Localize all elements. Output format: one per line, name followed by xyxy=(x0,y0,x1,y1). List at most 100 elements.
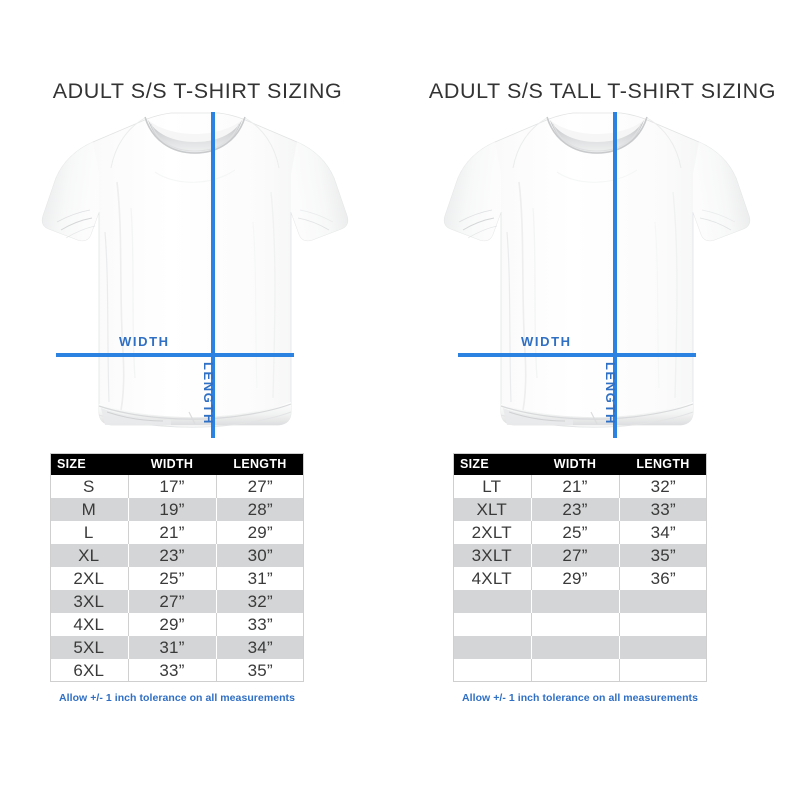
table-row xyxy=(453,590,707,613)
cell-size: XL xyxy=(50,544,129,567)
cell-width: 27” xyxy=(531,544,620,567)
cell-length: 33” xyxy=(216,613,304,636)
table-header-row: SIZE WIDTH LENGTH xyxy=(453,453,707,475)
cell-size: S xyxy=(50,475,129,498)
tolerance-note: Allow +/- 1 inch tolerance on all measur… xyxy=(462,692,698,704)
cell-width xyxy=(531,613,620,636)
size-table-body: LT 21” 32” XLT 23” 33” 2XLT 25” 34” 3XLT 27” 35” 4XL… xyxy=(453,475,707,682)
cell-size: M xyxy=(50,498,129,521)
cell-width: 29” xyxy=(128,613,217,636)
table-row: XL 23” 30” xyxy=(50,544,304,567)
page-title-adult-ss-tall: ADULT S/S TALL T-SHIRT SIZING xyxy=(428,79,777,103)
cell-width: 27” xyxy=(128,590,217,613)
panel-titles: ADULT S/S T-SHIRT SIZING ADULT S/S TALL … xyxy=(0,74,800,108)
shirt-image-wrap: WIDTH LENGTH xyxy=(437,112,757,442)
size-table: SIZE WIDTH LENGTH S 17” 27” M 19” 28” L 21” 29” X… xyxy=(50,453,304,682)
cell-width: 33” xyxy=(128,659,217,682)
table-row xyxy=(453,659,707,682)
table-row: 3XL 27” 32” xyxy=(50,590,304,613)
cell-size: 4XLT xyxy=(453,567,532,590)
cell-size: 3XLT xyxy=(453,544,532,567)
page-title-adult-ss: ADULT S/S T-SHIRT SIZING xyxy=(52,79,343,103)
table-row: M 19” 28” xyxy=(50,498,304,521)
cell-size xyxy=(453,659,532,682)
cell-width: 25” xyxy=(531,521,620,544)
cell-length xyxy=(619,590,707,613)
cell-length: 36” xyxy=(619,567,707,590)
cell-size: 4XL xyxy=(50,613,129,636)
column-header-size: SIZE xyxy=(50,453,128,475)
cell-length: 27” xyxy=(216,475,304,498)
shirt-image-wrap: WIDTH LENGTH xyxy=(35,112,355,442)
table-row: XLT 23” 33” xyxy=(453,498,707,521)
size-table-head: SIZE WIDTH LENGTH xyxy=(50,453,304,475)
shirt-diagram-adult-ss: WIDTH LENGTH xyxy=(35,112,355,442)
table-row: 4XL 29” 33” xyxy=(50,613,304,636)
table-row: 2XLT 25” 34” xyxy=(453,521,707,544)
cell-width: 21” xyxy=(531,475,620,498)
cell-length: 35” xyxy=(619,544,707,567)
cell-length: 34” xyxy=(619,521,707,544)
cell-size: 6XL xyxy=(50,659,129,682)
column-header-length: LENGTH xyxy=(619,453,707,475)
tshirt-illustration-icon xyxy=(41,112,349,428)
cell-size: 3XL xyxy=(50,590,129,613)
cell-width: 21” xyxy=(128,521,217,544)
cell-size: XLT xyxy=(453,498,532,521)
cell-size xyxy=(453,590,532,613)
cell-width: 17” xyxy=(128,475,217,498)
cell-length: 34” xyxy=(216,636,304,659)
size-table-head: SIZE WIDTH LENGTH xyxy=(453,453,707,475)
cell-length: 30” xyxy=(216,544,304,567)
cell-size: 5XL xyxy=(50,636,129,659)
cell-length: 35” xyxy=(216,659,304,682)
size-table-body: S 17” 27” M 19” 28” L 21” 29” XL 23” 30” 2XL 25” 31” 3X… xyxy=(50,475,304,682)
cell-width: 25” xyxy=(128,567,217,590)
cell-width: 23” xyxy=(128,544,217,567)
table-row: LT 21” 32” xyxy=(453,475,707,498)
size-table-block-adult-ss: SIZE WIDTH LENGTH S 17” 27” M 19” 28” L 21” 29” X… xyxy=(50,453,304,704)
size-table-block-adult-ss-tall: SIZE WIDTH LENGTH LT 21” 32” XLT 23” 33” 2XLT 2… xyxy=(453,453,707,704)
cell-size: 2XL xyxy=(50,567,129,590)
table-row: L 21” 29” xyxy=(50,521,304,544)
table-header-row: SIZE WIDTH LENGTH xyxy=(50,453,304,475)
column-header-size: SIZE xyxy=(453,453,531,475)
table-row: 6XL 33” 35” xyxy=(50,659,304,682)
cell-width xyxy=(531,590,620,613)
cell-length xyxy=(619,659,707,682)
column-header-width: WIDTH xyxy=(531,453,619,475)
tolerance-note: Allow +/- 1 inch tolerance on all measur… xyxy=(59,692,295,704)
cell-size: LT xyxy=(453,475,532,498)
size-table: SIZE WIDTH LENGTH LT 21” 32” XLT 23” 33” 2XLT 2… xyxy=(453,453,707,682)
cell-width xyxy=(531,636,620,659)
cell-length: 31” xyxy=(216,567,304,590)
cell-length xyxy=(619,613,707,636)
column-header-width: WIDTH xyxy=(128,453,216,475)
table-row: 5XL 31” 34” xyxy=(50,636,304,659)
table-row xyxy=(453,636,707,659)
cell-width: 23” xyxy=(531,498,620,521)
cell-length xyxy=(619,636,707,659)
table-row: 4XLT 29” 36” xyxy=(453,567,707,590)
cell-size xyxy=(453,613,532,636)
cell-width: 19” xyxy=(128,498,217,521)
cell-length: 32” xyxy=(619,475,707,498)
cell-length: 33” xyxy=(619,498,707,521)
table-row: 2XL 25” 31” xyxy=(50,567,304,590)
cell-length: 28” xyxy=(216,498,304,521)
table-row xyxy=(453,613,707,636)
cell-width: 29” xyxy=(531,567,620,590)
tshirt-illustration-icon xyxy=(443,112,751,428)
cell-length: 32” xyxy=(216,590,304,613)
cell-length: 29” xyxy=(216,521,304,544)
cell-size xyxy=(453,636,532,659)
cell-width xyxy=(531,659,620,682)
cell-size: 2XLT xyxy=(453,521,532,544)
table-row: S 17” 27” xyxy=(50,475,304,498)
cell-size: L xyxy=(50,521,129,544)
column-header-length: LENGTH xyxy=(216,453,304,475)
shirt-diagram-adult-ss-tall: WIDTH LENGTH xyxy=(437,112,757,442)
cell-width: 31” xyxy=(128,636,217,659)
table-row: 3XLT 27” 35” xyxy=(453,544,707,567)
